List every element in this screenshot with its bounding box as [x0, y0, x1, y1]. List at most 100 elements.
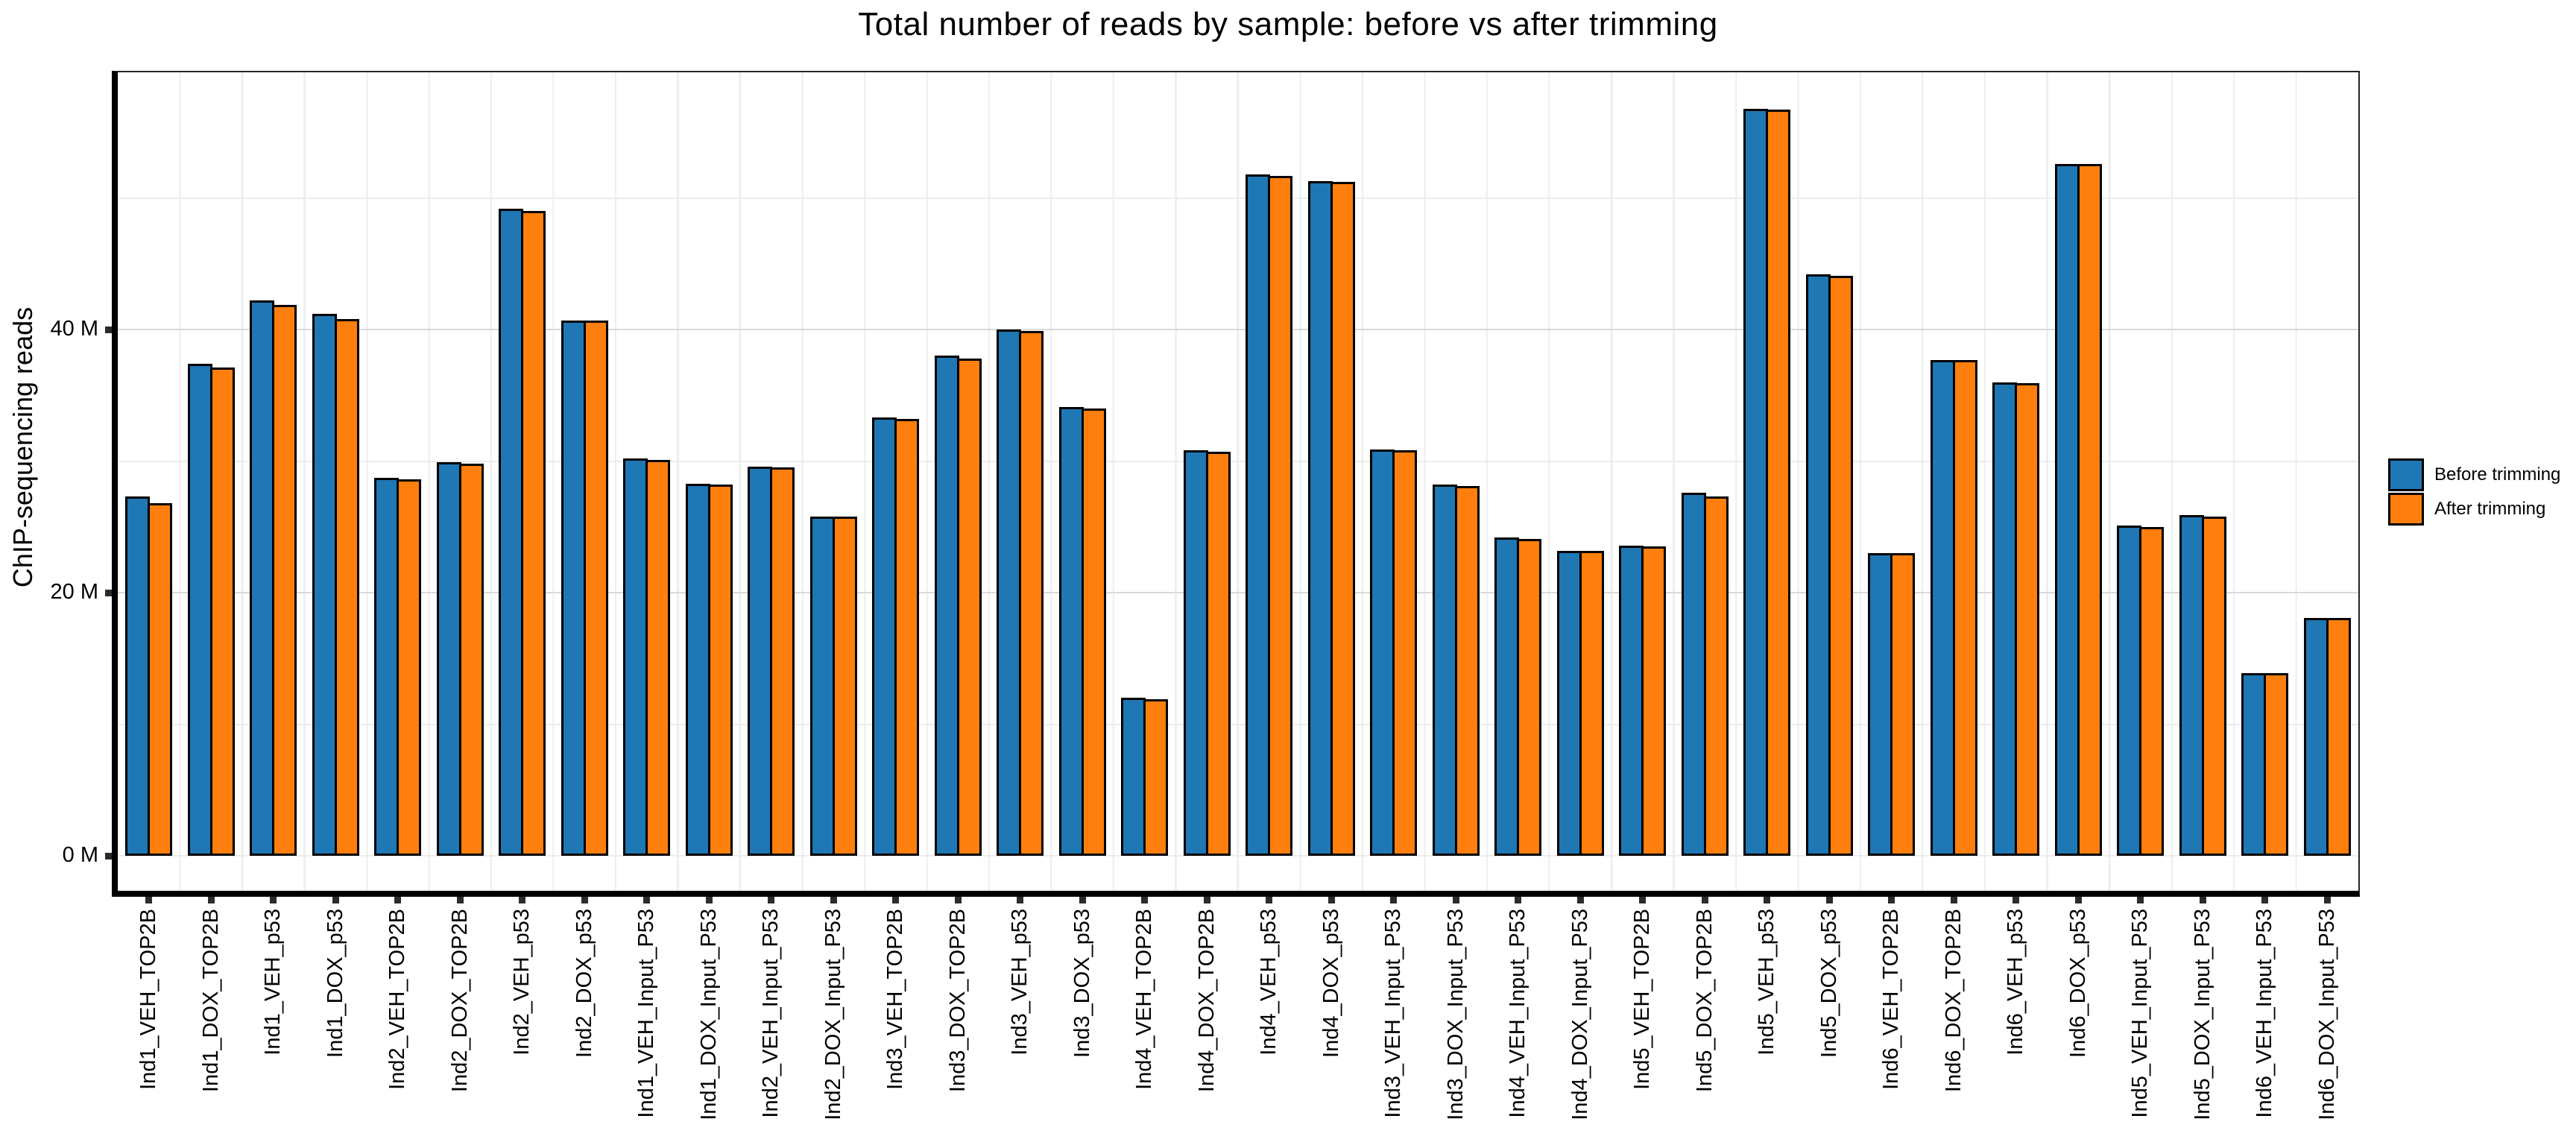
x-tick-label-text: Ind2_DOX_Input_P53	[821, 909, 845, 1120]
x-tick-label-Ind4_VEH_TOP2B: Ind4_VEH_TOP2B	[1114, 909, 1176, 1140]
bar-before-Ind6_DOX_p53	[2054, 163, 2080, 856]
x-tick-label-text: Ind1_DOX_TOP2B	[198, 909, 223, 1093]
bar-after-Ind5_DOX_TOP2B	[1703, 496, 1729, 856]
x-tick	[332, 897, 339, 903]
bar-after-Ind4_DOX_TOP2B	[1205, 452, 1231, 856]
x-tick-label-text: Ind3_DOX_TOP2B	[945, 909, 970, 1093]
x-tick-label-text: Ind5_DOX_TOP2B	[1692, 909, 1717, 1093]
x-tick-label-text: Ind2_VEH_p53	[510, 909, 534, 1056]
legend-label-before-trimming: Before trimming	[2434, 464, 2561, 485]
x-tick-label-text: Ind5_VEH_Input_P53	[2128, 909, 2153, 1118]
x-tick-label-Ind1_DOX_p53: Ind1_DOX_p53	[305, 909, 367, 1140]
x-tick	[1141, 897, 1149, 903]
x-tick-label-text: Ind4_VEH_TOP2B	[1132, 909, 1157, 1090]
bar-group-Ind4_VEH_TOP2B	[1114, 698, 1176, 856]
bar-after-Ind4_DOX_Input_P53	[1579, 550, 1604, 856]
bar-before-Ind5_DOX_Input_P53	[2179, 514, 2204, 856]
bar-group-Ind1_VEH_Input_P53	[616, 458, 678, 856]
bar-before-Ind2_DOX_Input_P53	[809, 516, 835, 856]
x-tick-label-Ind1_DOX_TOP2B: Ind1_DOX_TOP2B	[180, 909, 243, 1140]
x-tick-label-Ind4_DOX_TOP2B: Ind4_DOX_TOP2B	[1176, 909, 1239, 1140]
bar-group-Ind6_DOX_p53	[2048, 163, 2110, 856]
bar-before-Ind3_DOX_Input_P53	[1432, 485, 1457, 856]
gridline-20M	[118, 592, 2358, 593]
bar-group-Ind5_DOX_p53	[1799, 274, 1861, 856]
x-tick-label-text: Ind3_VEH_TOP2B	[883, 909, 908, 1090]
bar-before-Ind6_DOX_TOP2B	[1930, 359, 1955, 856]
x-tick-label-text: Ind6_DOX_Input_P53	[2314, 909, 2339, 1120]
x-tick	[456, 897, 464, 903]
bar-after-Ind5_VEH_Input_P53	[2139, 526, 2165, 856]
x-tick-label-Ind1_VEH_Input_P53: Ind1_VEH_Input_P53	[616, 909, 678, 1140]
bar-after-Ind2_DOX_p53	[583, 320, 608, 856]
bar-group-Ind5_DOX_Input_P53	[2172, 514, 2235, 856]
bar-group-Ind1_VEH_p53	[242, 300, 305, 856]
x-tick	[145, 897, 153, 903]
bar-before-Ind6_VEH_Input_P53	[2241, 672, 2267, 856]
x-tick-label-text: Ind2_VEH_Input_P53	[759, 909, 783, 1118]
bar-before-Ind5_DOX_p53	[1805, 274, 1831, 856]
x-tick	[1017, 897, 1024, 903]
bar-after-Ind5_DOX_Input_P53	[2201, 516, 2226, 856]
bar-group-Ind2_DOX_p53	[554, 320, 616, 856]
legend-label-after-trimming: After trimming	[2434, 499, 2546, 519]
bar-group-Ind3_DOX_p53	[1052, 407, 1114, 856]
bar-before-Ind2_DOX_TOP2B	[436, 462, 461, 856]
x-tick	[1576, 897, 1584, 903]
bar-after-Ind3_VEH_Input_P53	[1392, 450, 1418, 856]
x-tick	[1701, 897, 1708, 903]
x-tick-label-Ind1_VEH_p53: Ind1_VEH_p53	[242, 909, 305, 1140]
x-tick-label-text: Ind4_VEH_Input_P53	[1506, 909, 1530, 1118]
bar-after-Ind2_DOX_Input_P53	[832, 516, 857, 856]
x-tick	[768, 897, 775, 903]
x-tick-label-text: Ind5_VEH_p53	[1755, 909, 1779, 1056]
bar-after-Ind6_VEH_p53	[2015, 383, 2040, 856]
x-tick	[2261, 897, 2269, 903]
x-tick-label-Ind2_VEH_TOP2B: Ind2_VEH_TOP2B	[367, 909, 429, 1140]
x-tick-label-text: Ind6_VEH_p53	[2004, 909, 2028, 1056]
vertical-gridlines	[118, 72, 2358, 891]
x-tick-label-Ind3_VEH_p53: Ind3_VEH_p53	[989, 909, 1052, 1140]
x-tick-label-text: Ind1_VEH_Input_P53	[634, 909, 659, 1118]
bar-before-Ind3_VEH_TOP2B	[872, 417, 897, 856]
bar-group-Ind3_VEH_p53	[989, 329, 1052, 856]
bar-before-Ind6_VEH_p53	[1992, 382, 2018, 856]
bar-after-Ind1_DOX_TOP2B	[209, 368, 235, 856]
x-tick	[1515, 897, 1522, 903]
bar-group-Ind6_DOX_TOP2B	[1923, 359, 1986, 856]
x-tick	[2323, 897, 2331, 903]
x-tick	[1266, 897, 1273, 903]
x-tick-label-Ind6_VEH_Input_P53: Ind6_VEH_Input_P53	[2234, 909, 2296, 1140]
bar-group-Ind1_DOX_Input_P53	[678, 483, 741, 856]
bar-after-Ind5_VEH_TOP2B	[1641, 546, 1667, 856]
bar-before-Ind3_DOX_TOP2B	[934, 356, 959, 856]
bar-after-Ind1_DOX_Input_P53	[707, 485, 733, 856]
bar-group-Ind3_DOX_Input_P53	[1425, 485, 1488, 856]
x-tick-label-Ind4_VEH_Input_P53: Ind4_VEH_Input_P53	[1487, 909, 1550, 1140]
x-tick-label-Ind4_VEH_p53: Ind4_VEH_p53	[1238, 909, 1301, 1140]
x-tick-label-text: Ind6_VEH_Input_P53	[2253, 909, 2277, 1118]
bar-after-Ind5_VEH_p53	[1766, 110, 1791, 856]
x-tick-label-Ind2_VEH_Input_P53: Ind2_VEH_Input_P53	[740, 909, 803, 1140]
bar-after-Ind3_DOX_Input_P53	[1454, 486, 1480, 856]
gridline-10M	[118, 723, 2358, 725]
x-tick-label-Ind5_VEH_p53: Ind5_VEH_p53	[1736, 909, 1799, 1140]
bar-before-Ind1_VEH_p53	[250, 300, 275, 856]
x-tick-label-Ind1_VEH_TOP2B: Ind1_VEH_TOP2B	[118, 909, 180, 1140]
bar-after-Ind6_VEH_Input_P53	[2264, 672, 2289, 856]
bar-after-Ind4_VEH_TOP2B	[1143, 699, 1169, 856]
x-tick-label-Ind6_VEH_p53: Ind6_VEH_p53	[1985, 909, 2048, 1140]
chart-title: Total number of reads by sample: before …	[858, 6, 1718, 42]
y-tick-label-20M: 20 M	[50, 580, 98, 604]
bar-after-Ind6_DOX_p53	[2077, 163, 2102, 856]
bar-before-Ind5_VEH_TOP2B	[1619, 545, 1644, 856]
bar-group-Ind3_DOX_TOP2B	[927, 356, 990, 856]
bar-before-Ind2_VEH_Input_P53	[748, 466, 773, 856]
y-axis-title: ChIP-sequencing reads	[7, 306, 38, 588]
bar-group-Ind2_VEH_Input_P53	[740, 466, 803, 856]
bar-group-Ind5_VEH_Input_P53	[2109, 526, 2172, 856]
bar-before-Ind4_DOX_Input_P53	[1556, 550, 1582, 856]
bar-group-Ind1_VEH_TOP2B	[118, 496, 180, 856]
bar-group-Ind2_VEH_p53	[491, 208, 554, 856]
